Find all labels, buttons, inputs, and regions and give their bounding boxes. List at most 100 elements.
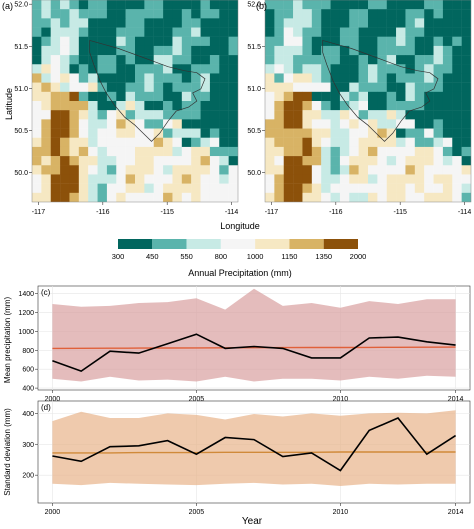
legend-break-label: 1000: [247, 252, 264, 261]
raster-cell: [396, 9, 406, 19]
raster-cell: [125, 165, 136, 175]
raster-cell: [424, 82, 434, 93]
raster-cell: [386, 128, 397, 138]
raster-cell: [368, 183, 378, 194]
raster-cell: [358, 119, 369, 129]
raster-cell: [274, 192, 284, 202]
raster-cell: [302, 174, 313, 184]
panel-c-mean-line: [52, 346, 456, 350]
panel-d-xlabel: Year: [242, 516, 263, 527]
raster-cell: [228, 183, 238, 194]
raster-cell: [88, 82, 98, 93]
raster-cell: [209, 91, 220, 102]
raster-cell: [386, 91, 397, 102]
raster-cell: [172, 18, 183, 28]
raster-cell: [396, 27, 406, 37]
x-tick-label: -115: [160, 209, 174, 216]
raster-cell: [405, 165, 416, 175]
raster-cell: [228, 9, 238, 19]
raster-cell: [209, 36, 220, 47]
x-tick-label: 2010: [333, 509, 349, 516]
raster-cell: [368, 27, 378, 37]
raster-cell: [181, 91, 192, 102]
raster-cell: [265, 183, 275, 194]
x-tick-label: 2014: [448, 509, 464, 516]
raster-cell: [311, 101, 322, 111]
raster-cell: [181, 183, 192, 194]
raster-cell: [228, 156, 238, 166]
x-tick-label: 2000: [45, 396, 61, 403]
raster-cell: [172, 146, 183, 157]
raster-cell: [368, 165, 378, 175]
raster-cell: [339, 82, 350, 93]
raster-cell: [116, 91, 126, 102]
raster-cell: [153, 183, 164, 194]
raster-cell: [200, 82, 211, 93]
raster-cell: [116, 110, 126, 120]
raster-cell: [442, 0, 453, 10]
raster-cell: [69, 165, 80, 175]
raster-cell: [200, 91, 211, 102]
y-tick-label: 51.5: [14, 44, 28, 51]
raster-cell: [396, 91, 406, 102]
raster-cell: [311, 119, 322, 129]
raster-cell: [311, 55, 322, 65]
raster-cell: [452, 165, 462, 175]
raster-cell: [106, 183, 117, 194]
raster-cell: [414, 27, 425, 37]
raster-cell: [41, 82, 51, 93]
raster-cell: [442, 82, 453, 93]
raster-cell: [433, 101, 444, 111]
raster-cell: [97, 36, 108, 47]
raster-cell: [106, 27, 117, 37]
raster-cell: [153, 192, 164, 202]
map-axes-b: -117 -116 -115 -114 50.0 50.5 51.0 51.5 52.0: [247, 2, 471, 216]
raster-cell: [228, 36, 238, 47]
raster-cell: [78, 9, 89, 19]
raster-cell: [274, 91, 284, 102]
raster-cell: [88, 137, 98, 148]
raster-cell: [265, 73, 275, 83]
raster-cell: [97, 101, 108, 111]
raster-cell: [32, 27, 42, 37]
raster-cell: [274, 0, 284, 10]
raster-cell: [116, 36, 126, 47]
raster-cell: [330, 0, 341, 10]
raster-cell: [311, 64, 322, 74]
y-tick-label: 50.0: [14, 170, 28, 177]
raster-cell: [41, 192, 51, 202]
raster-cell: [125, 9, 136, 19]
raster-cell: [396, 146, 406, 157]
raster-cell: [60, 73, 70, 83]
raster-cell: [228, 101, 238, 111]
raster-cell: [97, 45, 108, 56]
raster-cell: [461, 55, 471, 65]
raster-cell: [265, 137, 275, 148]
raster-cell: [311, 18, 322, 28]
raster-cell: [396, 156, 406, 166]
raster-cell: [106, 73, 117, 83]
raster-cell: [461, 64, 471, 74]
raster-cell: [106, 165, 117, 175]
raster-cell: [181, 110, 192, 120]
raster-cell: [116, 55, 126, 65]
raster-cell: [50, 73, 61, 83]
raster-cell: [321, 119, 331, 129]
raster-cell: [78, 55, 89, 65]
raster-cell: [349, 36, 359, 47]
raster-cell: [106, 55, 117, 65]
raster-cell: [442, 36, 453, 47]
raster-cell: [60, 128, 70, 138]
raster-cell: [461, 9, 471, 19]
raster-cell: [396, 18, 406, 28]
raster-cell: [302, 73, 313, 83]
raster-cell: [330, 119, 341, 129]
raster-cell: [88, 101, 98, 111]
raster-cell: [424, 192, 434, 202]
raster-cell: [219, 55, 229, 65]
raster-cell: [368, 0, 378, 10]
raster-cell: [135, 45, 145, 56]
raster-cell: [283, 128, 294, 138]
raster-cell: [181, 192, 192, 202]
raster-cell: [386, 119, 397, 129]
